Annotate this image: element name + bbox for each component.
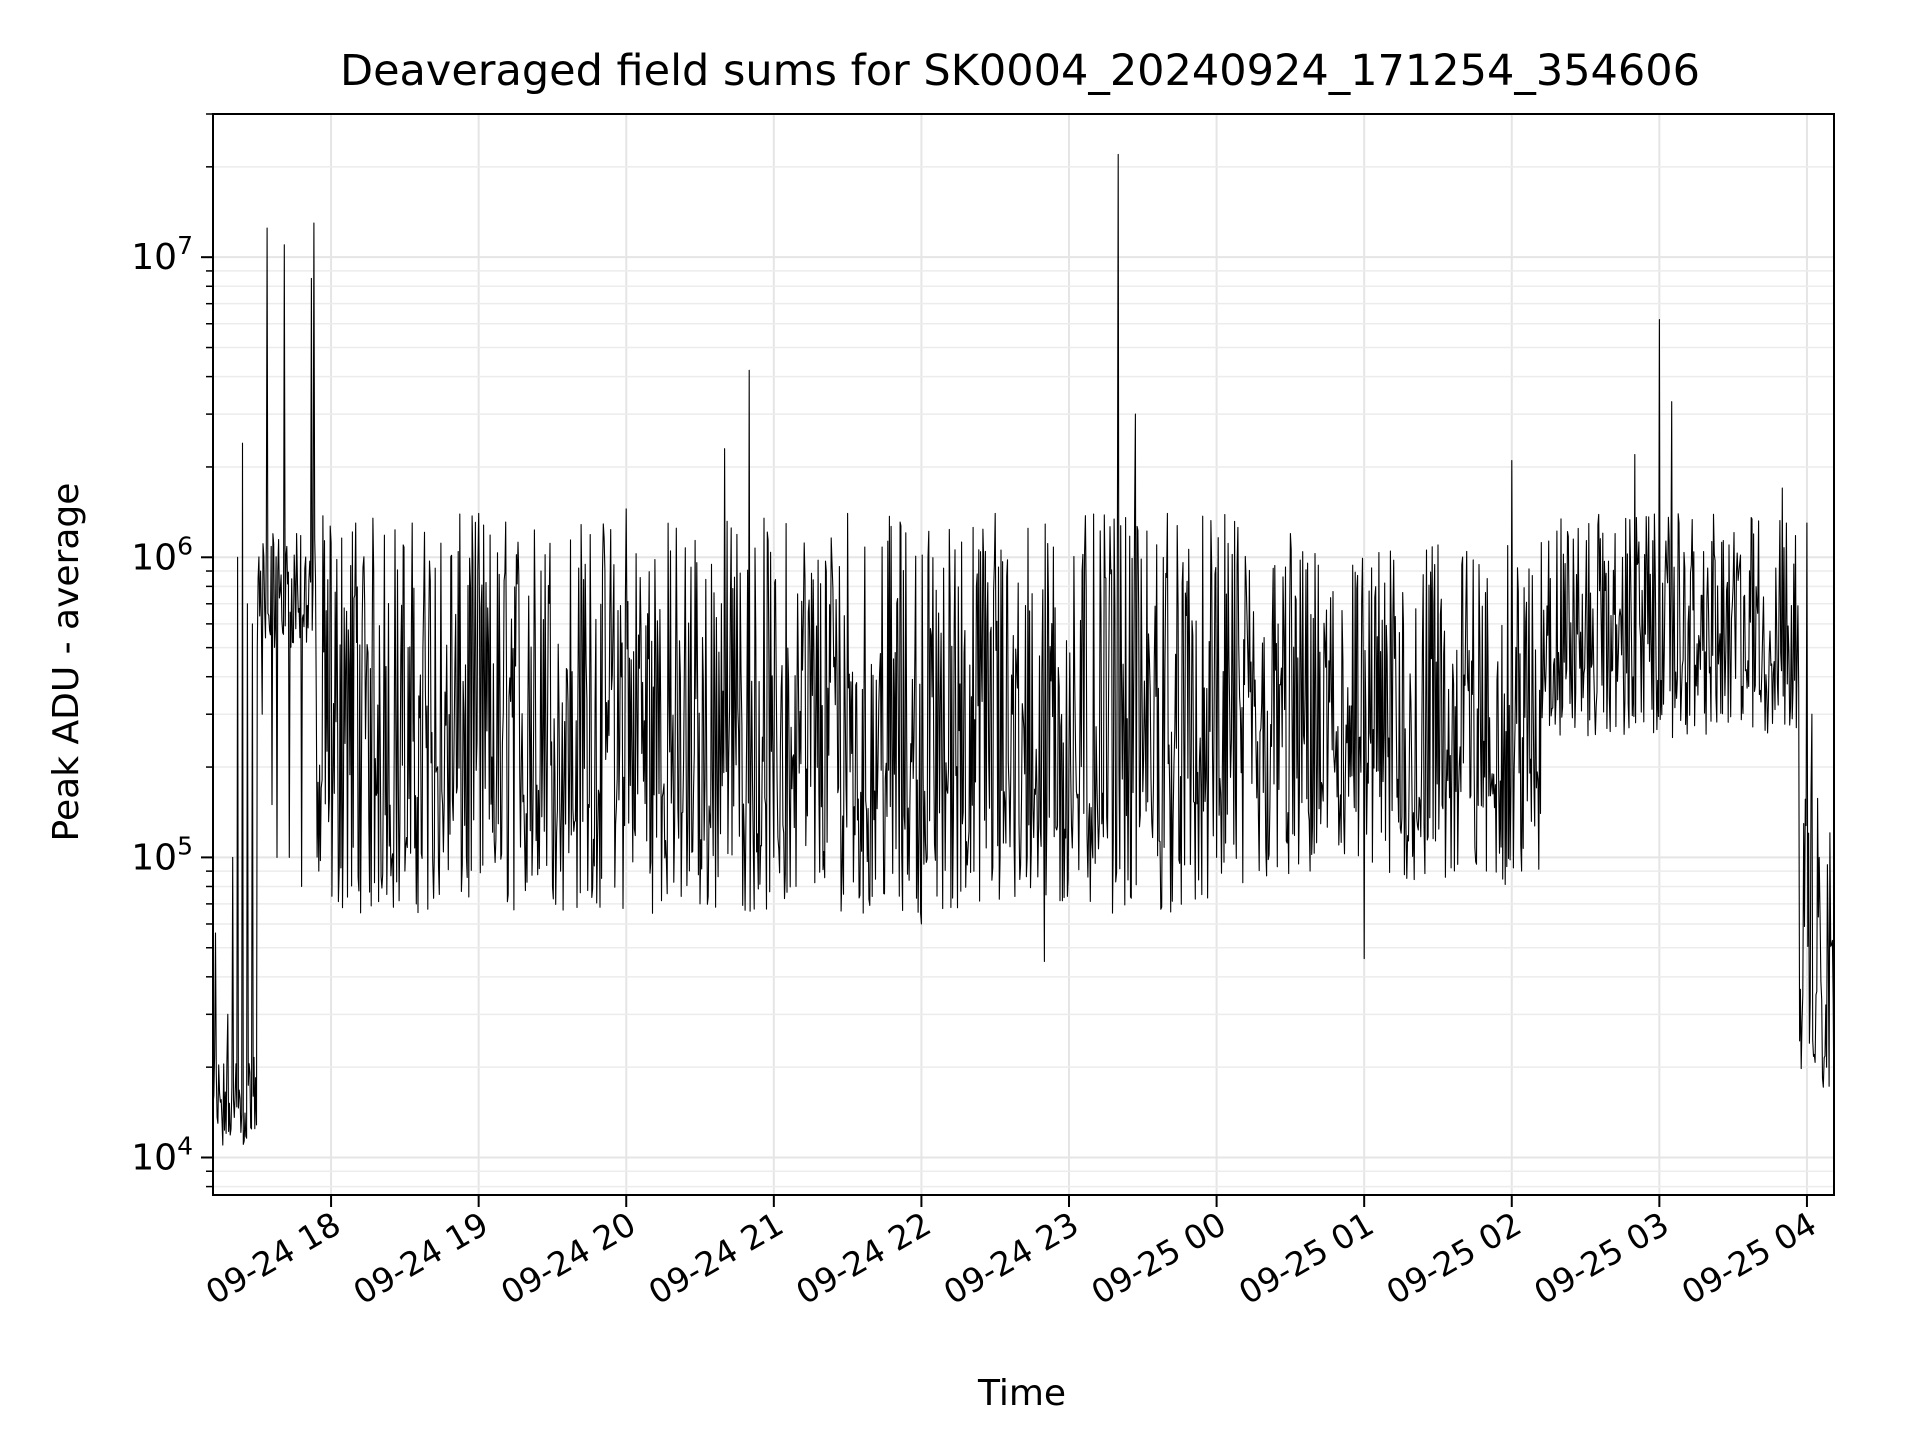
y-tick-label: 107 <box>131 231 193 278</box>
chart-title: Deaveraged field sums for SK0004_2024092… <box>340 46 1700 96</box>
y-tick-label: 105 <box>131 831 193 878</box>
y-tick-label: 104 <box>131 1132 193 1179</box>
y-axis-label: Peak ADU - average <box>46 483 87 842</box>
y-axis: 104 105 106 107 <box>131 113 213 1188</box>
series-layer <box>212 153 1835 1146</box>
grid <box>213 113 1834 1195</box>
y-tick-label: 106 <box>131 531 193 578</box>
x-axis-label: Time <box>977 1373 1066 1414</box>
plot-frame <box>212 113 1835 1196</box>
series-line <box>212 153 1835 1146</box>
